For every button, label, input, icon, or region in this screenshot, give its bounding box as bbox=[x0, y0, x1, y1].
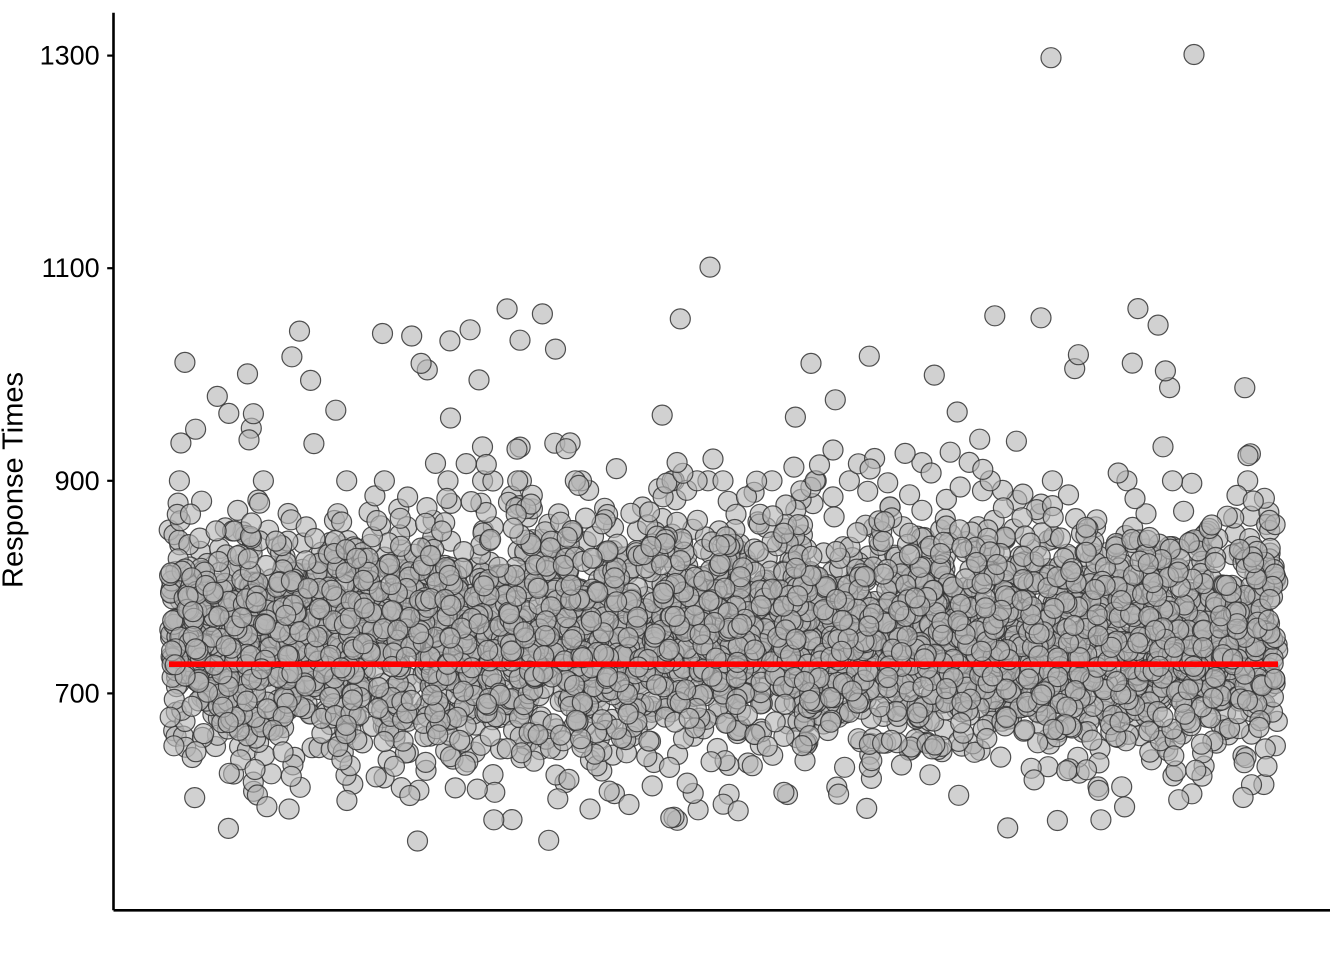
svg-text:1300: 1300 bbox=[40, 41, 100, 71]
svg-text:900: 900 bbox=[55, 466, 100, 496]
svg-text:1100: 1100 bbox=[42, 253, 100, 283]
svg-text:700: 700 bbox=[55, 678, 100, 708]
